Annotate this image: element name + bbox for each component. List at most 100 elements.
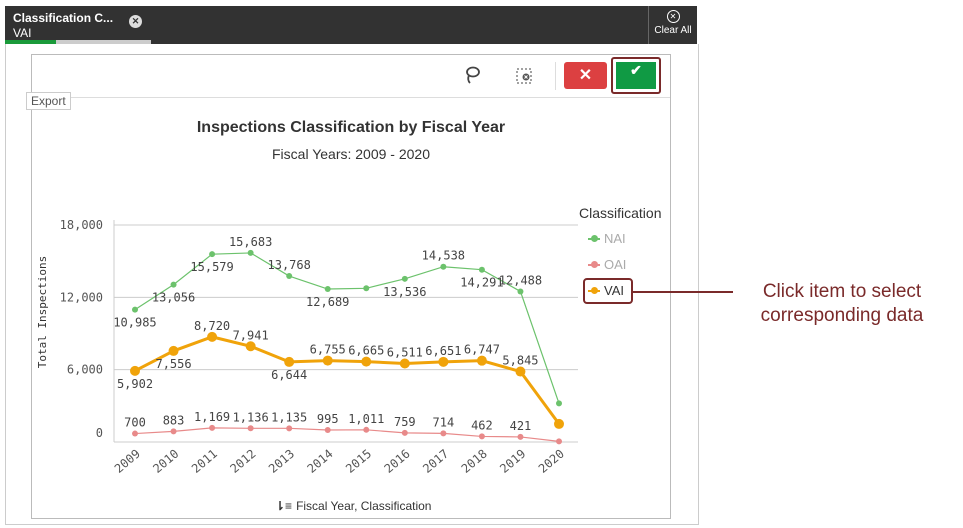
data-label: 13,056 [152, 291, 195, 305]
x-tick-label: 2013 [266, 447, 297, 476]
data-point-vai [207, 331, 218, 342]
data-point-nai [478, 266, 485, 273]
legend-marker-icon [588, 260, 600, 268]
data-label: 759 [394, 415, 416, 429]
series-line-oai [134, 427, 560, 442]
chart-title: Inspections Classification by Fiscal Yea… [196, 119, 506, 136]
data-point-nai [363, 285, 370, 292]
x-axis-title: ⇂≡ Fiscal Year, Classification [275, 499, 431, 513]
data-point-oai [132, 430, 138, 437]
data-label: 1,136 [233, 410, 269, 424]
selection-bar: Classification C... VAI ✕ ✕ Clear All [5, 6, 697, 44]
data-label: 5,902 [117, 377, 153, 391]
data-label: 7,556 [155, 357, 191, 371]
data-label: 6,747 [464, 343, 500, 357]
x-tick-label: 2016 [382, 447, 413, 476]
legend-item-vai[interactable]: VAI [588, 283, 624, 298]
data-label: 15,579 [190, 260, 233, 274]
data-point-vai [438, 356, 449, 367]
cancel-selection-button[interactable]: ✕ [564, 62, 607, 89]
data-point-vai [322, 355, 333, 366]
data-label: 6,755 [310, 343, 346, 357]
data-label: 995 [317, 412, 339, 426]
data-label: 462 [471, 418, 493, 432]
data-point-nai [324, 286, 331, 293]
data-point-vai [284, 356, 295, 367]
clear-all-label: Clear All [654, 25, 692, 36]
clear-selection-icon[interactable] [516, 68, 532, 88]
data-label: 13,768 [268, 258, 311, 272]
data-label: 13,536 [383, 285, 426, 299]
data-label: 1,135 [271, 410, 307, 424]
y-tick-label: 12,000 [60, 290, 103, 304]
data-point-vai [245, 341, 256, 352]
chart-card [31, 54, 671, 519]
data-point-vai [554, 418, 564, 429]
data-point-oai [170, 428, 177, 435]
close-circle-icon: ✕ [666, 10, 680, 23]
data-point-oai [286, 425, 293, 432]
y-tick-label: 0 [96, 426, 103, 440]
data-point-oai [363, 426, 370, 433]
data-point-oai [478, 433, 485, 440]
annotation-connector [633, 291, 733, 293]
y-tick-label: 6,000 [67, 363, 103, 377]
data-point-oai [324, 427, 331, 434]
data-label: 8,720 [194, 319, 230, 333]
legend-label: OAI [604, 257, 627, 272]
data-label: 15,683 [229, 235, 272, 249]
data-point-vai [515, 366, 526, 377]
data-point-nai [556, 400, 562, 407]
data-point-nai [209, 251, 216, 258]
toolbar-separator [555, 62, 556, 90]
selection-progress-fill [5, 40, 57, 44]
legend-label: VAI [604, 283, 624, 298]
selection-tab-classification[interactable]: Classification C... VAI ✕ [5, 6, 151, 44]
data-point-nai [517, 288, 524, 295]
toolbar-divider [31, 97, 670, 98]
data-point-oai [401, 429, 408, 436]
data-point-vai [476, 355, 487, 366]
x-tick-label: 2011 [189, 447, 220, 476]
data-point-vai [399, 358, 410, 369]
sort-icon: ⇂≡ [275, 499, 293, 513]
legend-item-oai[interactable]: OAI [588, 257, 626, 272]
data-label: 1,169 [194, 410, 230, 424]
data-label: 6,665 [348, 344, 384, 358]
data-point-oai [209, 424, 216, 431]
data-point-vai [130, 365, 140, 376]
close-icon[interactable]: ✕ [129, 15, 142, 28]
x-tick-label: 2010 [150, 447, 181, 476]
annotation-line-2: corresponding data [760, 305, 924, 326]
clear-all-button[interactable]: ✕ Clear All [648, 6, 697, 44]
annotation-highlight-box [583, 278, 633, 304]
data-point-nai [401, 275, 408, 282]
series-line-nai [134, 252, 560, 404]
lasso-icon[interactable] [465, 66, 481, 88]
legend-item-nai[interactable]: NAI [588, 231, 626, 246]
data-label: 14,538 [422, 249, 465, 263]
selection-progress-bar [5, 40, 151, 44]
series-line-vai [134, 335, 561, 425]
confirm-selection-button[interactable]: ✔ [616, 62, 656, 89]
data-label: 12,488 [499, 273, 542, 287]
data-label: 7,941 [233, 328, 269, 342]
x-tick-label: 2019 [497, 447, 528, 476]
data-point-nai [440, 263, 447, 270]
x-tick-label: 2017 [420, 447, 451, 476]
export-button[interactable]: Export [26, 92, 71, 110]
sheet-frame [5, 44, 699, 525]
chart-subtitle: Fiscal Years: 2009 - 2020 [272, 146, 430, 162]
legend-marker-icon [588, 234, 600, 242]
legend-label: NAI [604, 231, 626, 246]
selection-tab-title: Classification C... [13, 11, 114, 25]
y-axis-title: Total Inspections [36, 256, 49, 369]
x-tick-label: 2009 [112, 447, 143, 476]
data-label: 14,291 [460, 276, 503, 290]
data-label: 700 [124, 416, 146, 430]
data-label: 5,845 [502, 354, 538, 368]
data-label: 10,985 [113, 316, 156, 330]
data-point-oai [440, 430, 447, 437]
data-point-oai [517, 433, 524, 440]
